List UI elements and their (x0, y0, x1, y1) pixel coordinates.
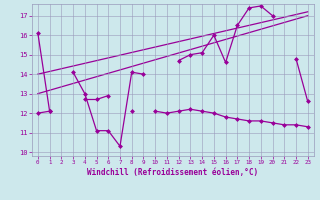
X-axis label: Windchill (Refroidissement éolien,°C): Windchill (Refroidissement éolien,°C) (87, 168, 258, 177)
